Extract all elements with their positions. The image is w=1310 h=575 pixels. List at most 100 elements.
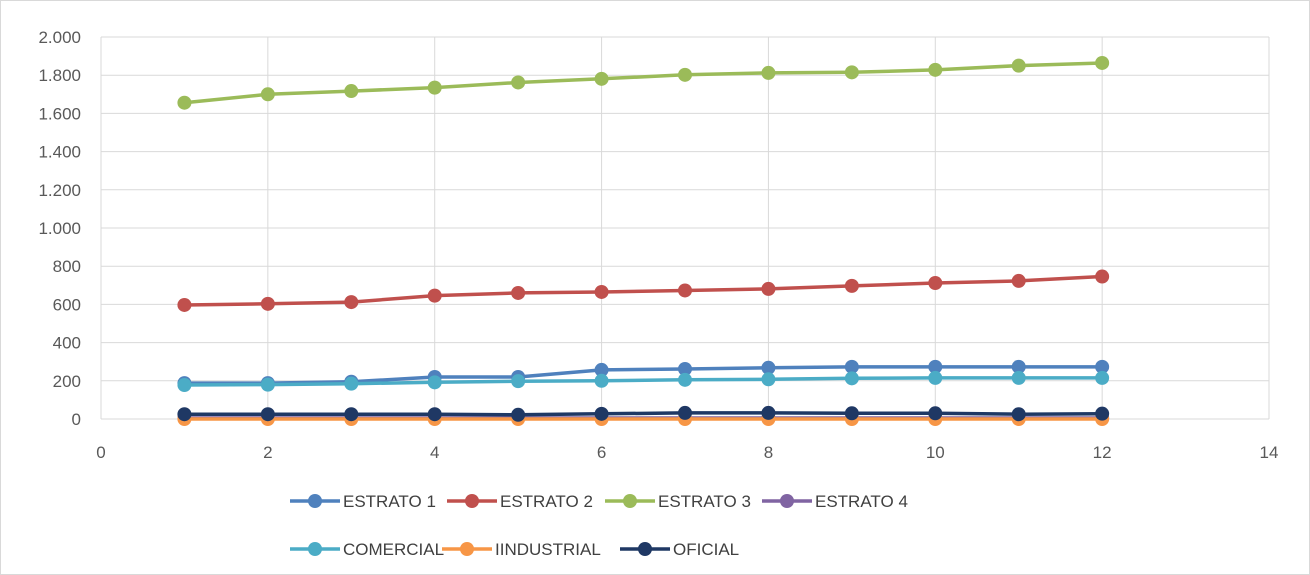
data-point-oficial [594, 406, 609, 421]
x-axis-tick-labels: 0 2 4 6 8 10 12 14 [96, 443, 1278, 462]
legend-item-comercial: COMERCIAL [290, 540, 444, 559]
series-line-estrato-1 [184, 365, 1103, 385]
y-tick-label: 1.800 [38, 66, 81, 85]
y-tick-label: 800 [53, 257, 81, 276]
data-point-estrato-2 [511, 285, 526, 300]
data-point-estrato-1 [678, 361, 692, 376]
data-point-estrato-1 [761, 360, 776, 375]
data-point-estrato-2 [1011, 273, 1026, 288]
data-point-oficial [177, 407, 192, 422]
y-tick-label: 2.000 [38, 28, 81, 47]
data-point-estrato-3 [594, 71, 609, 86]
data-point-estrato-3 [678, 67, 692, 82]
data-point-estrato-2 [177, 297, 192, 312]
data-point-oficial [260, 407, 275, 422]
data-point-comercial [344, 376, 359, 391]
legend-item-estrato-3: ESTRATO 3 [605, 492, 751, 511]
legend-swatch-marker [465, 494, 479, 508]
series-oficial [177, 405, 1110, 422]
x-tick-label: 10 [926, 443, 945, 462]
legend-swatch-marker [780, 494, 794, 508]
data-point-oficial [928, 406, 943, 421]
data-point-estrato-2 [761, 281, 776, 296]
data-point-estrato-3 [844, 65, 859, 80]
data-point-estrato-3 [511, 75, 526, 90]
y-tick-label: 1.200 [38, 181, 81, 200]
data-point-oficial [844, 406, 859, 421]
x-tick-label: 6 [597, 443, 606, 462]
data-point-oficial [344, 407, 359, 422]
series-comercial [177, 370, 1110, 393]
y-tick-label: 600 [53, 295, 81, 314]
data-point-oficial [511, 407, 526, 422]
series-line-estrato-2 [184, 274, 1103, 307]
y-tick-label: 1.000 [38, 219, 81, 238]
data-point-comercial [844, 371, 859, 386]
data-point-estrato-3 [1011, 58, 1026, 73]
data-point-comercial [1011, 370, 1026, 385]
legend-label: ESTRATO 2 [500, 492, 593, 511]
y-axis-tick-labels: 0 200 400 600 800 1.000 1.200 1.400 1.600 1.800 2.… [38, 28, 81, 429]
legend-label: ESTRATO 1 [343, 492, 436, 511]
series-lines [177, 55, 1110, 426]
data-point-oficial [427, 407, 442, 422]
data-point-comercial [1095, 370, 1110, 385]
data-point-estrato-3 [260, 87, 275, 102]
data-point-estrato-2 [844, 278, 859, 293]
data-point-estrato-3 [427, 80, 442, 95]
y-tick-label: 1.400 [38, 143, 81, 162]
legend-item-estrato-4: ESTRATO 4 [762, 492, 908, 511]
y-tick-label: 400 [53, 334, 81, 353]
data-point-oficial [761, 405, 776, 420]
legend-item-estrato-2: ESTRATO 2 [447, 492, 593, 511]
legend-swatch-marker [638, 542, 652, 556]
data-point-estrato-3 [177, 95, 192, 110]
x-tick-label: 14 [1260, 443, 1279, 462]
legend-label: OFICIAL [673, 540, 739, 559]
y-tick-label: 1.600 [38, 104, 81, 123]
legend-item-estrato-1: ESTRATO 1 [290, 492, 436, 511]
data-point-comercial [427, 375, 442, 390]
data-point-estrato-1 [1011, 359, 1026, 374]
legend-item-oficial: OFICIAL [620, 540, 739, 559]
data-point-estrato-1 [594, 362, 609, 377]
data-point-oficial [678, 405, 692, 420]
data-point-comercial [678, 372, 692, 387]
data-point-estrato-3 [344, 84, 359, 99]
legend-label: COMERCIAL [343, 540, 444, 559]
series-line-comercial [184, 376, 1103, 387]
data-point-estrato-1 [928, 359, 943, 374]
data-point-comercial [928, 370, 943, 385]
series-line-estrato-3 [184, 61, 1103, 105]
y-tick-label: 0 [72, 410, 81, 429]
y-tick-label: 200 [53, 372, 81, 391]
data-point-oficial [1095, 406, 1110, 421]
series-estrato-2 [177, 269, 1110, 312]
data-point-estrato-2 [260, 296, 275, 311]
data-point-estrato-2 [344, 295, 359, 310]
data-point-estrato-3 [1095, 55, 1110, 70]
legend-swatch-marker [308, 494, 322, 508]
data-point-estrato-1 [1095, 359, 1110, 374]
legend-swatch-marker [623, 494, 637, 508]
data-point-estrato-2 [1095, 269, 1110, 284]
legend: ESTRATO 1 ESTRATO 2 ESTRATO 3 ESTRATO 4 COME… [290, 492, 908, 559]
data-point-oficial [1011, 407, 1026, 422]
legend-swatch-marker [308, 542, 322, 556]
data-point-comercial [511, 374, 526, 389]
data-point-comercial [594, 373, 609, 388]
data-point-estrato-3 [761, 65, 776, 80]
series-line-oficial [184, 411, 1103, 417]
x-tick-label: 4 [430, 443, 439, 462]
legend-swatch-marker [460, 542, 474, 556]
x-tick-label: 12 [1093, 443, 1112, 462]
data-point-comercial [761, 372, 776, 387]
legend-label: IINDUSTRIAL [495, 540, 601, 559]
data-point-estrato-1 [844, 359, 859, 374]
data-point-comercial [260, 377, 275, 392]
x-tick-label: 2 [263, 443, 272, 462]
data-point-estrato-2 [678, 283, 692, 298]
data-point-estrato-2 [594, 284, 609, 299]
legend-label: ESTRATO 3 [658, 492, 751, 511]
legend-label: ESTRATO 4 [815, 492, 908, 511]
